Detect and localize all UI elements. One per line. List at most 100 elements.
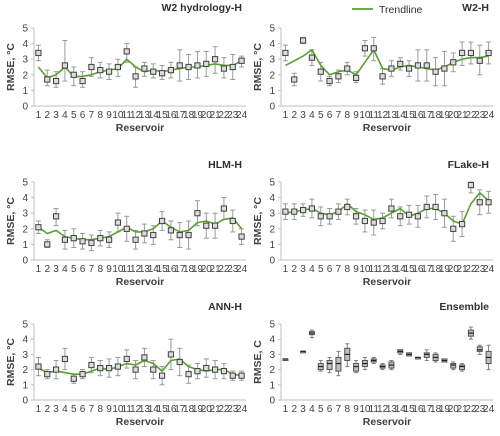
data-point-9 (352, 213, 360, 220)
x-tick-label: 7 (89, 404, 95, 415)
chart-title: FLake-H (448, 159, 489, 171)
data-point-1 (35, 224, 42, 231)
x-tick-label: 22 (218, 404, 230, 415)
y-tick-label: 0 (22, 256, 28, 267)
data-point-20 (203, 364, 210, 372)
data-point-18 (185, 63, 192, 71)
box-7 (335, 350, 342, 377)
y-tick-label: 5 (22, 178, 28, 189)
box-6 (326, 356, 333, 374)
data-point-14 (150, 68, 157, 75)
x-tick-label: 14 (148, 110, 160, 121)
data-point-22 (467, 49, 475, 57)
x-tick-label: 22 (465, 264, 477, 275)
x-tick-label: 11 (369, 264, 380, 275)
x-tick-label: 15 (404, 110, 416, 121)
box-24 (485, 344, 492, 371)
y-tick-label: 5 (269, 24, 275, 35)
box-15 (406, 352, 413, 357)
data-point-22 (467, 182, 475, 189)
y-tick-label: 2 (269, 70, 275, 81)
data-point-2 (291, 208, 298, 215)
data-point-18 (432, 203, 439, 211)
x-tick-label: 5 (71, 110, 77, 121)
x-tick-label: 17 (174, 264, 186, 275)
x-tick-label: 11 (369, 404, 380, 415)
data-point-13 (141, 65, 148, 72)
data-point-21 (211, 222, 219, 229)
x-tick-label: 19 (192, 264, 204, 275)
box-22 (467, 326, 474, 340)
y-tick-label: 4 (22, 335, 28, 346)
x-tick-label: 4 (62, 264, 68, 275)
x-tick-label: 18 (183, 110, 195, 121)
y-axis-title: RMSE, °C (5, 338, 17, 386)
x-tick-label: 6 (80, 110, 86, 121)
x-tick-label: 14 (148, 264, 160, 275)
x-tick-label: 7 (336, 404, 342, 415)
x-tick-label: 23 (227, 110, 239, 121)
x-tick-label: 8 (97, 264, 103, 275)
x-tick-label: 5 (318, 264, 324, 275)
x-tick-label: 24 (236, 110, 248, 121)
x-tick-label: 10 (359, 264, 371, 275)
y-tick-label: 0 (22, 396, 28, 407)
data-point-23 (229, 63, 236, 71)
x-tick-label: 20 (201, 264, 213, 275)
data-point-15 (158, 217, 166, 225)
data-point-2 (44, 371, 51, 378)
box-10 (361, 356, 368, 371)
data-point-3 (52, 366, 60, 373)
box-8 (344, 343, 351, 368)
x-tick-label: 10 (112, 110, 124, 121)
x-tick-label: 22 (465, 404, 477, 415)
y-axis-title: RMSE, °C (5, 197, 17, 245)
x-tick-label: 13 (139, 264, 151, 275)
trendline (285, 48, 489, 76)
data-point-1 (282, 208, 289, 215)
data-point-11 (123, 225, 130, 232)
data-point-12 (379, 217, 386, 225)
box-20 (450, 361, 457, 371)
x-tick-label: 15 (404, 404, 416, 415)
x-tick-label: 20 (448, 404, 460, 415)
y-tick-label: 1 (22, 86, 28, 97)
x-axis-title: Reservoir (116, 276, 164, 288)
x-tick-label: 12 (130, 404, 142, 415)
data-point-16 (414, 62, 422, 69)
data-point-3 (52, 77, 60, 85)
x-tick-label: 3 (53, 264, 59, 275)
y-tick-label: 4 (269, 335, 275, 346)
trendline (37, 58, 242, 79)
x-tick-label: 2 (291, 404, 297, 415)
x-tick-label: 11 (122, 264, 133, 275)
x-tick-label: 23 (474, 264, 486, 275)
data-point-8 (97, 235, 104, 242)
data-point-7 (88, 361, 95, 369)
x-tick-label: 4 (309, 264, 315, 275)
x-tick-label: 19 (192, 110, 204, 121)
data-point-24 (485, 199, 492, 206)
y-tick-label: 3 (22, 55, 28, 66)
x-tick-label: 2 (44, 264, 50, 275)
x-tick-label: 24 (483, 404, 495, 415)
x-tick-label: 6 (327, 110, 333, 121)
x-axis-title: Reservoir (363, 122, 411, 134)
box-5 (317, 359, 324, 372)
x-tick-label: 10 (359, 404, 371, 415)
x-tick-label: 11 (369, 110, 380, 121)
x-tick-label: 12 (377, 110, 389, 121)
data-point-4 (308, 205, 316, 212)
data-point-19 (194, 210, 201, 217)
data-point-22 (220, 205, 228, 212)
trendline (38, 358, 242, 377)
data-point-9 (105, 236, 113, 243)
data-point-2 (291, 76, 298, 83)
x-tick-label: 12 (130, 110, 142, 121)
x-tick-label: 3 (300, 404, 306, 415)
box-17 (423, 349, 430, 361)
data-point-5 (70, 235, 77, 242)
data-point-23 (229, 372, 236, 379)
x-tick-label: 12 (130, 264, 142, 275)
